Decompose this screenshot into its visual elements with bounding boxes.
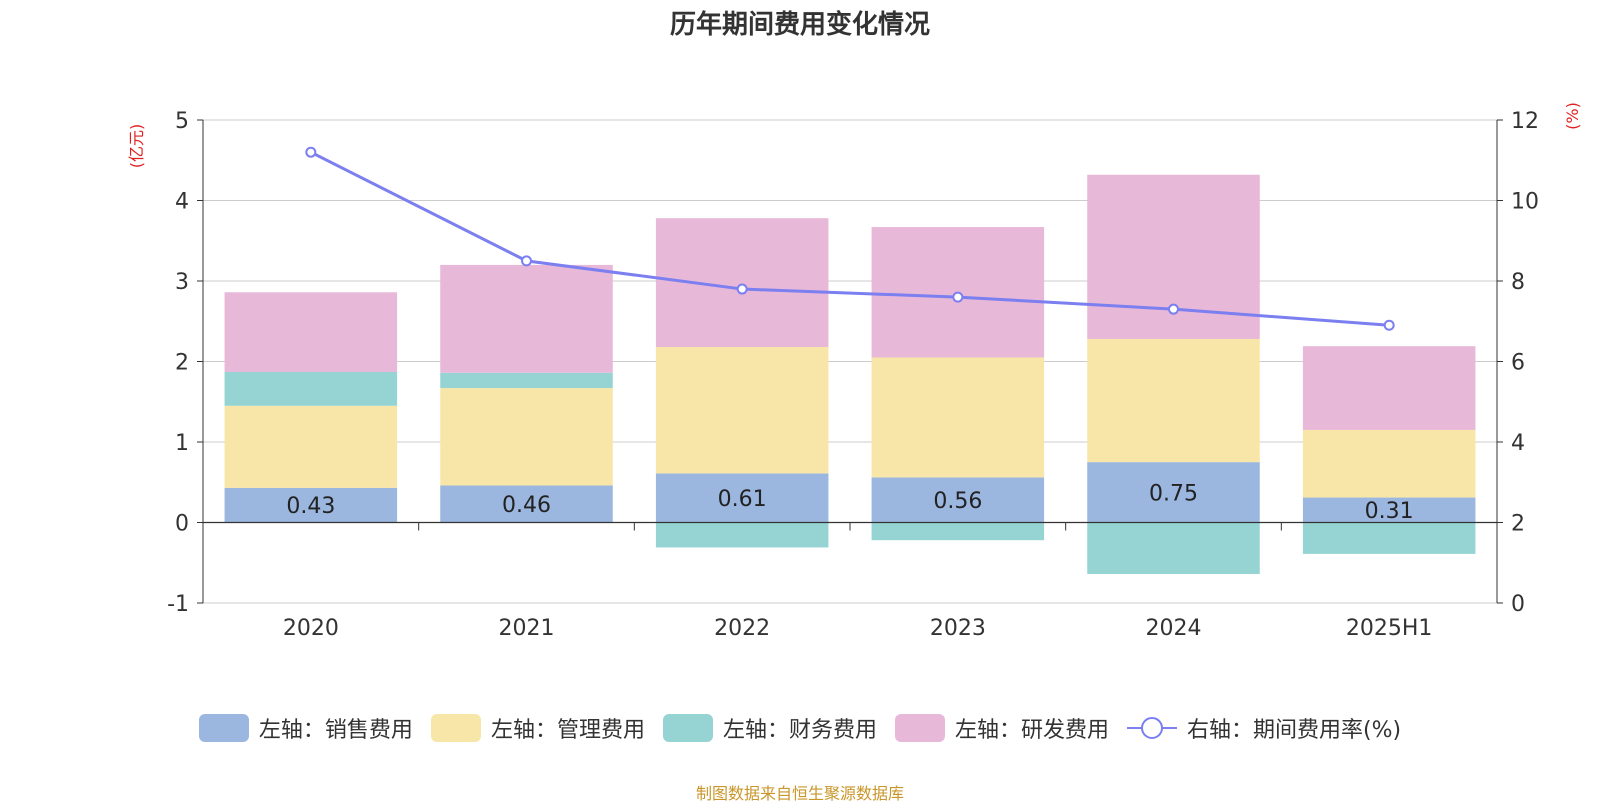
bar-segment <box>440 372 613 389</box>
legend-label: 左轴：研发费用 <box>954 718 1109 743</box>
legend-label: 左轴：管理费用 <box>490 718 645 743</box>
bar-segment <box>1302 429 1476 498</box>
bar-segment <box>871 357 1045 478</box>
legend-item[interactable]: 左轴：销售费用 <box>198 712 413 744</box>
y-left-tick-label: 3 <box>175 270 189 295</box>
bar-data-label: 0.46 <box>502 493 551 518</box>
bar-segment <box>655 347 829 474</box>
bar-segment <box>655 473 829 523</box>
bar-segment <box>224 487 398 523</box>
bar-segment <box>655 522 829 548</box>
bar-data-label: 0.56 <box>933 489 982 514</box>
y-right-tick-label: 8 <box>1511 270 1525 295</box>
chart-title: 历年期间费用变化情况 <box>669 10 930 40</box>
y-right-unit-label: (%) <box>1563 102 1582 130</box>
y-left-tick-label: -1 <box>167 592 189 617</box>
bar-segment <box>1087 338 1260 463</box>
legend-swatch <box>430 714 481 742</box>
rate-point <box>1383 319 1395 331</box>
x-tick-label: 2020 <box>283 616 339 641</box>
y-right-tick-label: 4 <box>1511 431 1525 456</box>
rate-point <box>521 255 532 267</box>
legend-item[interactable]: 右轴：期间费用率(%) <box>1126 712 1402 744</box>
rate-point <box>736 283 748 295</box>
x-tick-label: 2023 <box>930 616 986 641</box>
legend-item[interactable]: 左轴：研发费用 <box>894 712 1109 744</box>
legend-swatch <box>662 714 713 742</box>
bar-segment <box>224 371 398 406</box>
rate-point <box>952 291 964 303</box>
legend-swatch <box>198 714 249 742</box>
bar-segment <box>871 477 1045 523</box>
bar-segment <box>1087 522 1260 575</box>
source-note: 制图数据来自恒生聚源数据库 <box>695 784 904 803</box>
bar-segment <box>1302 497 1476 523</box>
x-tick-label: 2021 <box>499 616 555 641</box>
legend: 左轴：销售费用 左轴：管理费用 左轴：财务费用 左轴：研发费用 右轴：期间费用率(%) <box>0 712 1600 744</box>
rate-point <box>1168 303 1179 315</box>
legend-label: 左轴：销售费用 <box>258 718 413 743</box>
y-right-tick-label: 2 <box>1511 512 1525 537</box>
legend-swatch <box>894 714 945 742</box>
x-tick-label: 2024 <box>1146 616 1202 641</box>
y-left-tick-label: 1 <box>175 431 189 456</box>
bar-segment <box>1302 346 1476 430</box>
bar-segment <box>1087 462 1260 523</box>
legend-line-marker <box>1126 717 1177 739</box>
rate-point <box>305 146 317 158</box>
x-tick-label: 2025H1 <box>1346 616 1433 641</box>
bar-segment <box>1302 522 1476 554</box>
bar-segment <box>440 264 613 373</box>
y-left-unit-label: (亿元) <box>127 124 146 169</box>
bar-segment <box>440 485 613 523</box>
bar-data-label: 0.75 <box>1149 481 1198 506</box>
bar-segment <box>224 292 398 372</box>
y-left-tick-label: 4 <box>175 190 189 215</box>
legend-item[interactable]: 左轴：财务费用 <box>662 712 877 744</box>
y-right-tick-label: 12 <box>1511 109 1539 134</box>
rate-line <box>310 150 1390 327</box>
bar-data-label: 0.61 <box>718 487 767 512</box>
legend-item[interactable]: 左轴：管理费用 <box>430 712 645 744</box>
y-left-tick-label: 0 <box>175 512 189 537</box>
bar-segment <box>871 522 1045 541</box>
bar-segment <box>224 405 398 488</box>
bar-data-label: 0.43 <box>286 494 335 519</box>
y-left-tick-label: 5 <box>175 109 189 134</box>
x-tick-label: 2022 <box>714 616 770 641</box>
y-left-tick-label: 2 <box>175 351 189 376</box>
legend-label: 左轴：财务费用 <box>722 718 877 743</box>
bar-data-label: 0.31 <box>1365 499 1414 524</box>
bar-segment <box>440 388 613 486</box>
y-right-tick-label: 10 <box>1511 190 1539 215</box>
y-right-tick-label: 6 <box>1511 351 1525 376</box>
legend-label: 右轴：期间费用率(%) <box>1186 718 1402 743</box>
y-right-tick-label: 0 <box>1511 592 1525 617</box>
